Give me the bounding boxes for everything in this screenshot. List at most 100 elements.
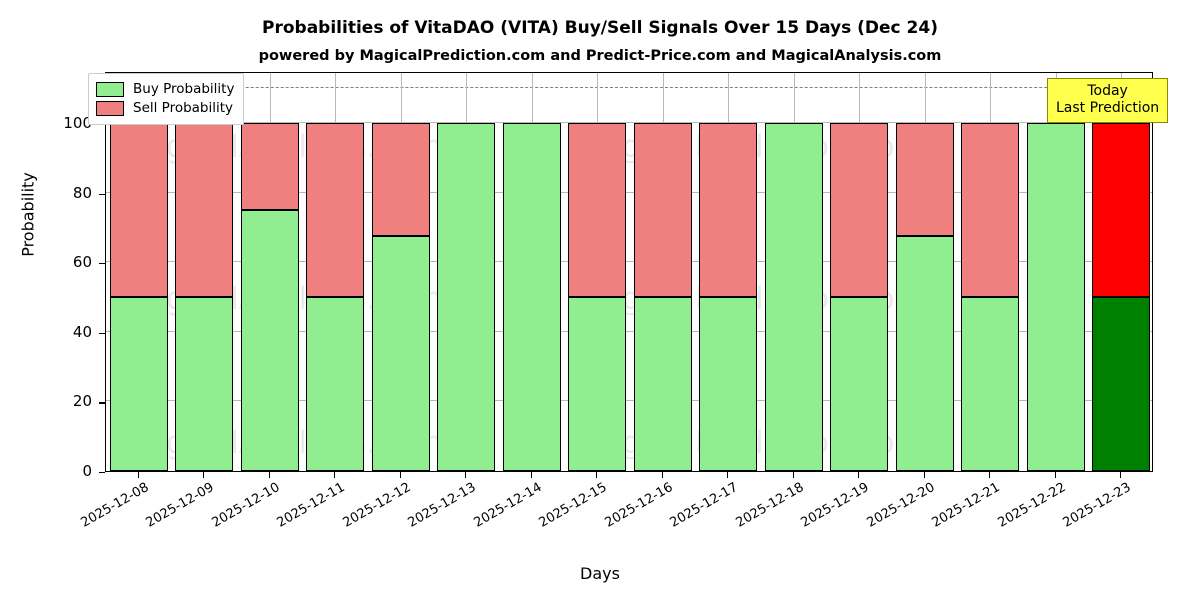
bar-group[interactable] <box>306 71 365 471</box>
x-tick-label: 2025-12-11 <box>274 480 348 531</box>
x-tick-mark <box>727 472 729 478</box>
bar-segment-sell[interactable] <box>895 123 954 237</box>
bar-group[interactable] <box>371 71 430 471</box>
y-tick-label: 80 <box>72 183 92 202</box>
bar-group[interactable] <box>1026 71 1085 471</box>
x-tick-label: 2025-12-19 <box>798 480 872 531</box>
gridline-horizontal <box>106 330 1152 332</box>
bar-segment-sell[interactable] <box>568 123 627 298</box>
bar-segment-buy[interactable] <box>961 297 1020 471</box>
gridline-horizontal <box>106 122 1152 124</box>
x-tick-mark <box>792 472 794 478</box>
bar-segment-buy[interactable] <box>437 123 496 471</box>
bar-segment-buy[interactable] <box>306 297 365 471</box>
bar-segment-buy[interactable] <box>830 297 889 471</box>
today-annotation-line1: Today <box>1087 83 1128 99</box>
bar-segment-sell[interactable] <box>830 123 889 298</box>
x-tick-mark <box>989 472 991 478</box>
bar-segment-sell[interactable] <box>175 123 234 298</box>
y-tick-label: 40 <box>72 322 92 341</box>
bar-segment-buy[interactable] <box>175 297 234 471</box>
bar-segment-buy[interactable] <box>1026 123 1085 471</box>
bar-segment-sell[interactable] <box>699 123 758 298</box>
bar-segment-buy[interactable] <box>895 236 954 471</box>
x-tick-mark <box>530 472 532 478</box>
bar-group[interactable] <box>895 71 954 471</box>
x-tick-label: 2025-12-14 <box>471 480 545 531</box>
bar-group[interactable] <box>568 71 627 471</box>
x-tick-label: 2025-12-22 <box>995 480 1069 531</box>
bar-segment-sell[interactable] <box>1092 123 1151 298</box>
legend-item-buy: Buy Probability <box>96 80 234 99</box>
legend-label-buy: Buy Probability <box>133 80 235 97</box>
x-tick-label: 2025-12-08 <box>78 480 152 531</box>
today-annotation-line2: Last Prediction <box>1056 100 1160 117</box>
bar-group[interactable] <box>633 71 692 471</box>
bar-group[interactable] <box>437 71 496 471</box>
x-tick-label: 2025-12-13 <box>405 480 479 531</box>
bar-segment-sell[interactable] <box>109 123 168 298</box>
legend-label-sell: Sell Probability <box>133 99 234 116</box>
x-tick-mark <box>268 472 270 478</box>
bar-group[interactable] <box>502 71 561 471</box>
chart-legend: Buy Probability Sell Probability <box>88 73 245 125</box>
bar-segment-buy[interactable] <box>109 297 168 471</box>
bar-group[interactable] <box>1092 71 1151 471</box>
y-tick-label: 20 <box>72 392 92 411</box>
y-tick-mark <box>99 402 105 404</box>
bar-segment-buy[interactable] <box>633 297 692 471</box>
x-tick-label: 2025-12-09 <box>143 480 217 531</box>
bar-segment-buy[interactable] <box>568 297 627 471</box>
x-tick-label: 2025-12-18 <box>733 480 807 531</box>
y-tick-mark <box>99 193 105 195</box>
reference-line <box>106 87 1152 89</box>
bar-group[interactable] <box>830 71 889 471</box>
today-annotation: Today Last Prediction <box>1047 78 1169 124</box>
bar-segment-buy[interactable] <box>502 123 561 471</box>
y-tick-label: 60 <box>72 253 92 272</box>
x-tick-mark <box>334 472 336 478</box>
y-axis-label: Probability <box>18 172 38 257</box>
bar-group[interactable] <box>764 71 823 471</box>
y-tick-mark <box>99 472 105 474</box>
bar-segment-sell[interactable] <box>306 123 365 298</box>
y-tick-label: 100 <box>63 114 92 133</box>
bar-segment-sell[interactable] <box>371 123 430 237</box>
x-tick-label: 2025-12-20 <box>864 480 938 531</box>
bar-segment-buy[interactable] <box>240 210 299 471</box>
bar-group[interactable] <box>109 71 168 471</box>
x-tick-mark <box>465 472 467 478</box>
plot-area: MagicalAnalysis.comMagicalPrediction.com… <box>105 72 1153 472</box>
bar-group[interactable] <box>240 71 299 471</box>
x-tick-label: 2025-12-12 <box>340 480 414 531</box>
y-tick-mark <box>99 263 105 265</box>
x-tick-label: 2025-12-10 <box>209 480 283 531</box>
bar-segment-buy[interactable] <box>1092 297 1151 471</box>
bar-segment-sell[interactable] <box>961 123 1020 298</box>
x-tick-mark <box>203 472 205 478</box>
bar-group[interactable] <box>175 71 234 471</box>
bar-segment-sell[interactable] <box>240 123 299 211</box>
chart-subtitle: powered by MagicalPrediction.com and Pre… <box>258 48 942 64</box>
x-tick-mark <box>858 472 860 478</box>
bar-group[interactable] <box>699 71 758 471</box>
x-tick-label: 2025-12-15 <box>536 480 610 531</box>
legend-item-sell: Sell Probability <box>96 99 234 118</box>
x-tick-mark <box>137 472 139 478</box>
bar-segment-buy[interactable] <box>764 123 823 471</box>
x-tick-label: 2025-12-16 <box>602 480 676 531</box>
x-tick-mark <box>596 472 598 478</box>
bar-group[interactable] <box>961 71 1020 471</box>
gridline-horizontal <box>106 191 1152 193</box>
x-tick-mark <box>661 472 663 478</box>
bars-layer <box>106 73 1152 471</box>
bar-segment-buy[interactable] <box>699 297 758 471</box>
x-tick-mark <box>1120 472 1122 478</box>
x-tick-label: 2025-12-23 <box>1060 480 1134 531</box>
x-tick-label: 2025-12-17 <box>667 480 741 531</box>
bar-segment-buy[interactable] <box>371 236 430 471</box>
y-tick-label: 0 <box>82 462 92 480</box>
bar-segment-sell[interactable] <box>633 123 692 298</box>
x-tick-mark <box>1054 472 1056 478</box>
